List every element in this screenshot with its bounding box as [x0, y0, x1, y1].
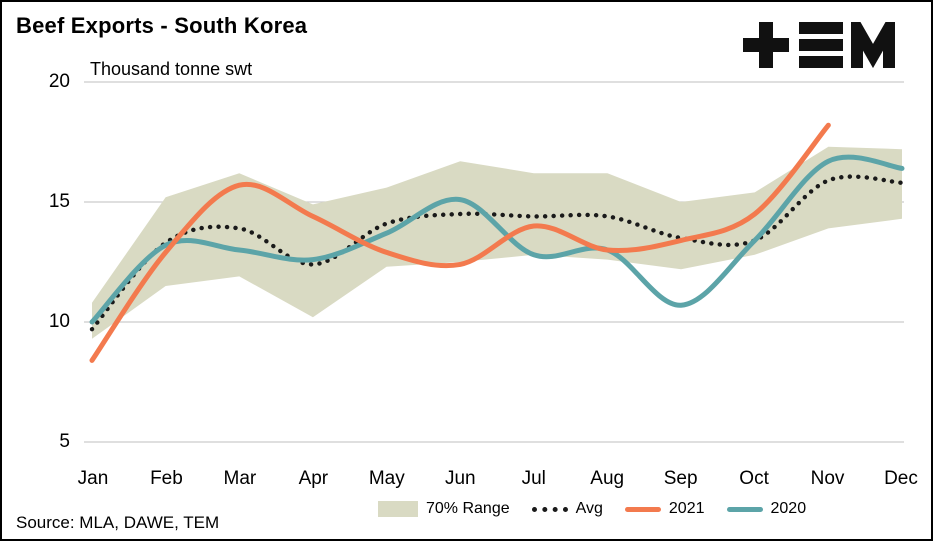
line-2020-swatch [726, 506, 763, 512]
y-axis-tick: 15 [48, 191, 70, 212]
avg-line-swatch [531, 506, 568, 512]
source-text: Source: MLA, DAWE, TEM [16, 513, 220, 532]
range-band-swatch [378, 501, 418, 517]
legend-label: 70% Range [426, 500, 510, 517]
x-axis-tick: Apr [298, 468, 329, 489]
legend: 70% Range Avg 2021 2020 [378, 500, 806, 518]
legend-item-2021: 2021 [624, 500, 705, 518]
legend-item-range: 70% Range [378, 500, 510, 518]
legend-item-avg: Avg [531, 500, 603, 518]
x-axis-tick: Feb [150, 468, 183, 489]
y-axis-tick: 10 [48, 311, 70, 332]
x-axis-tick: Jan [77, 468, 109, 489]
x-axis-tick: Nov [810, 468, 845, 489]
line-2021-swatch [624, 506, 661, 512]
m-glyph-icon [851, 22, 895, 68]
chart-title: Beef Exports - South Korea [16, 13, 308, 38]
tem-logo [743, 22, 895, 68]
x-axis-tick: Jun [444, 468, 476, 489]
x-axis-tick: Oct [739, 468, 769, 489]
x-axis: Jan Feb Mar Apr May Jun Jul Aug Sep Oct … [62, 468, 931, 490]
legend-item-2020: 2020 [726, 500, 807, 518]
x-axis-tick: Mar [223, 468, 257, 489]
plus-icon [743, 22, 789, 68]
x-axis-tick: Sep [663, 468, 698, 489]
y-axis-tick: 20 [48, 71, 70, 92]
legend-label: 2020 [770, 500, 807, 517]
x-axis-tick: Dec [884, 468, 918, 489]
x-axis-tick: May [368, 468, 405, 489]
x-axis-tick: Jul [521, 468, 546, 489]
y-axis-unit-label: Thousand tonne swt [90, 59, 253, 79]
legend-label: 2021 [668, 500, 705, 517]
x-axis-tick: Aug [590, 468, 625, 489]
triple-bar-icon [799, 22, 843, 68]
legend-label: Avg [575, 500, 603, 517]
y-axis-tick: 5 [59, 431, 70, 452]
